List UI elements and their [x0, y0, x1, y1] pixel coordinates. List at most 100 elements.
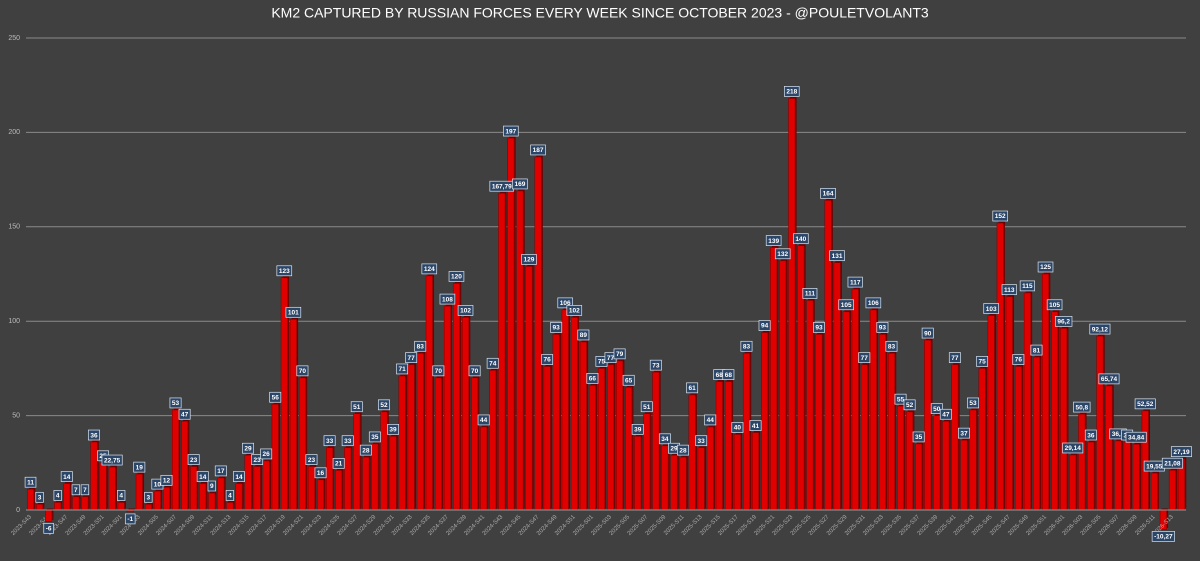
data-label-box: [378, 399, 390, 411]
bar: [398, 375, 406, 511]
data-label-box: [876, 322, 889, 333]
bar: [108, 466, 116, 511]
data-label-box: [432, 365, 445, 377]
bar: [906, 411, 914, 511]
data-label-box: [269, 391, 282, 403]
data-label-box: [802, 288, 818, 299]
bar: [117, 502, 125, 511]
data-label: 106: [557, 297, 573, 309]
bar: [326, 447, 334, 511]
bar: [190, 466, 198, 511]
data-label-text: 74: [489, 361, 497, 368]
data-label-box: [1019, 280, 1036, 292]
data-label-text: 111: [805, 291, 816, 298]
data-label: 115: [1019, 280, 1036, 292]
data-label-text: 92,12: [1092, 326, 1109, 333]
data-label-text: 108: [442, 296, 453, 303]
bar: [552, 334, 560, 511]
bar: [362, 456, 370, 511]
bar: [1087, 441, 1095, 511]
bar: [688, 394, 696, 511]
bar: [643, 413, 651, 511]
data-label-box: [658, 433, 671, 445]
data-label-box: [566, 305, 583, 316]
bar: [842, 311, 850, 511]
data-label: 50,8: [1073, 401, 1091, 413]
data-label: 51: [350, 401, 363, 413]
data-label-box: [1030, 344, 1043, 356]
data-label: 52: [903, 399, 916, 411]
bar: [36, 504, 44, 511]
bar: [951, 364, 959, 511]
data-label-box: [983, 303, 999, 314]
y-tick-label: 100: [8, 318, 20, 325]
data-label-text: 75: [978, 359, 986, 366]
bar: [1078, 413, 1086, 511]
data-label: 139: [765, 235, 782, 246]
bar: [996, 222, 1004, 511]
bar: [262, 460, 270, 511]
data-label: 23: [251, 454, 264, 465]
data-label-box: [187, 454, 200, 465]
data-label-text: 94: [761, 323, 769, 330]
data-label-text: 7: [74, 487, 78, 494]
bar: [606, 364, 615, 511]
data-label: -10,27: [1151, 531, 1175, 542]
data-label: 4: [225, 490, 235, 501]
bar: [434, 377, 442, 511]
bar: [987, 315, 995, 511]
data-label-text: 21: [335, 461, 343, 468]
data-label: 23: [187, 454, 200, 465]
data-label-box: [838, 299, 854, 311]
data-label-text: 169: [514, 181, 525, 188]
data-label-box: [133, 461, 146, 473]
data-label-text: 140: [795, 236, 806, 243]
bar: [896, 405, 905, 511]
data-label-text: 106: [560, 300, 571, 307]
data-label-text: 36,6: [1112, 431, 1125, 438]
bar: [751, 432, 760, 511]
bar: [661, 445, 669, 511]
data-label-text: 12: [163, 478, 171, 485]
data-label: 102: [566, 305, 583, 316]
data-label-text: 76: [1015, 357, 1023, 364]
bar: [162, 487, 171, 511]
bar: [797, 245, 805, 511]
data-label-text: 66: [589, 376, 597, 383]
data-label: 39: [631, 424, 644, 435]
data-label-text: 33: [326, 438, 334, 445]
data-label-box: [1098, 373, 1120, 385]
data-label-box: [731, 422, 744, 433]
data-label-text: 101: [288, 310, 299, 317]
bar: [652, 371, 660, 511]
data-label-text: 89: [580, 332, 588, 339]
y-tick-label: 250: [8, 35, 20, 42]
data-label: 120: [448, 271, 465, 282]
data-label-box: [43, 522, 54, 534]
data-label-box: [577, 329, 590, 341]
data-label-box: [912, 431, 925, 443]
data-label-text: 105: [1049, 302, 1060, 309]
data-label-text: 120: [451, 274, 462, 281]
data-label: 83: [740, 340, 753, 352]
data-label-box: [613, 348, 626, 360]
data-label-text: 76: [543, 357, 551, 364]
data-label: 56: [269, 391, 282, 403]
bar-shadow: [128, 508, 135, 511]
data-label-box: [1170, 446, 1192, 458]
data-label: 51: [640, 401, 653, 413]
data-label-box: [793, 233, 809, 245]
data-label: 17: [214, 465, 227, 477]
bar: [498, 192, 506, 511]
data-label-text: 23: [190, 457, 198, 464]
data-label-text: 70: [471, 368, 479, 375]
bar: [389, 436, 397, 511]
data-label-box: [640, 401, 653, 413]
bar: [99, 462, 107, 511]
data-label-box: [858, 352, 871, 363]
data-label: 70: [468, 365, 481, 377]
data-label: 93: [876, 322, 889, 333]
data-label: 74: [486, 357, 499, 369]
data-label-text: 167,79: [492, 183, 512, 190]
data-label-box: [1089, 323, 1111, 335]
